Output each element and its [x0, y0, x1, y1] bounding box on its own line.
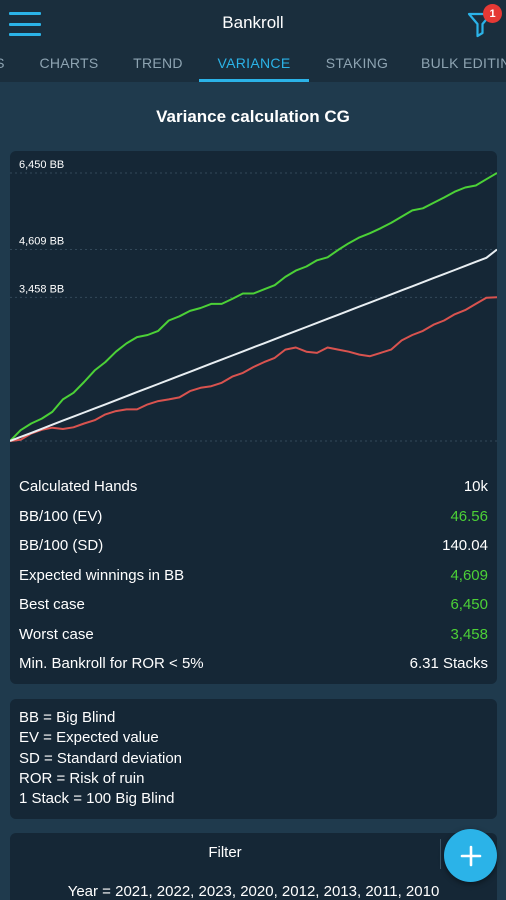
tab-partial[interactable]: S	[0, 44, 6, 82]
tab-bulk-editing[interactable]: BULK EDITING	[421, 55, 506, 71]
app-title: Bankroll	[222, 13, 284, 32]
stat-value: 6,450	[450, 596, 488, 613]
active-tab-indicator	[199, 79, 309, 82]
filter-count-badge: 1	[483, 4, 502, 23]
stat-label: BB/100 (EV)	[19, 507, 103, 525]
legend-line-sd: SD = Standard deviation	[19, 749, 183, 767]
stat-value: 46.56	[450, 507, 488, 525]
tab-variance[interactable]: VARIANCE	[217, 55, 291, 71]
legend-card: BB = Big Blind EV = Expected value SD = …	[10, 699, 497, 819]
stat-value: 10k	[463, 478, 488, 495]
tab-bar: S CHARTS TREND VARIANCE STAKING BULK EDI…	[0, 44, 506, 82]
stat-row: Min. Bankroll for ROR < 5% 6.31 Stacks	[19, 649, 488, 678]
filter-value: Year = 2021, 2022, 2023, 2020, 2012, 201…	[67, 883, 440, 900]
stat-row: Calculated Hands 10k	[19, 472, 488, 501]
stat-row: BB/100 (SD) 140.04	[19, 531, 488, 560]
expected-line	[10, 248, 497, 442]
app-bar: Bankroll 1 S CHARTS TREND VARIANCE STAKI…	[0, 0, 506, 82]
legend-line-ror: ROR = Risk of ruin	[19, 769, 145, 787]
filter-title: Filter	[208, 844, 242, 861]
stat-label: Worst case	[19, 625, 94, 643]
y-tick-label: 4,609 BB	[19, 235, 64, 247]
stat-row: Best case 6,450	[19, 590, 488, 619]
variance-chart: 6,450 BB 4,609 BB 3,458 BB	[10, 159, 497, 442]
section-title: Variance calculation CG	[156, 107, 350, 126]
y-tick-label: 6,450 BB	[19, 159, 64, 171]
stat-row: Worst case 3,458	[19, 620, 488, 649]
variance-card: 6,450 BB 4,609 BB 3,458 BB Calculated Hand…	[10, 151, 497, 684]
stat-row: Expected winnings in BB 4,609	[19, 561, 488, 590]
y-tick-label: 3,458 BB	[19, 283, 64, 295]
filter-card[interactable]: Filter Year = 2021, 2022, 2023, 2020, 20…	[10, 833, 497, 900]
stat-label: Best case	[19, 596, 85, 613]
stat-value: 4,609	[450, 566, 488, 584]
tab-staking[interactable]: STAKING	[325, 55, 389, 71]
stat-label: Calculated Hands	[19, 478, 138, 495]
stat-label: Min. Bankroll for ROR < 5%	[19, 655, 204, 672]
stat-row: BB/100 (EV) 46.56	[19, 502, 488, 531]
legend-line-ev: EV = Expected value	[19, 729, 159, 747]
stat-label: Expected winnings in BB	[19, 566, 185, 584]
add-button[interactable]	[444, 829, 497, 882]
worst-case-line	[10, 296, 497, 442]
best-case-line	[10, 172, 497, 442]
tab-trend[interactable]: TREND	[133, 55, 183, 71]
stat-value: 6.31 Stacks	[409, 655, 488, 672]
hamburger-menu-icon[interactable]	[8, 8, 42, 40]
legend-line-stack: 1 Stack = 100 Big Blind	[19, 790, 175, 808]
legend-line-bb: BB = Big Blind	[19, 709, 116, 726]
stat-label: BB/100 (SD)	[19, 537, 104, 554]
plus-icon	[460, 845, 481, 866]
filter-divider	[440, 839, 441, 869]
stat-value: 140.04	[442, 537, 488, 554]
stat-value: 3,458	[450, 625, 488, 643]
tab-charts[interactable]: CHARTS	[39, 55, 99, 71]
